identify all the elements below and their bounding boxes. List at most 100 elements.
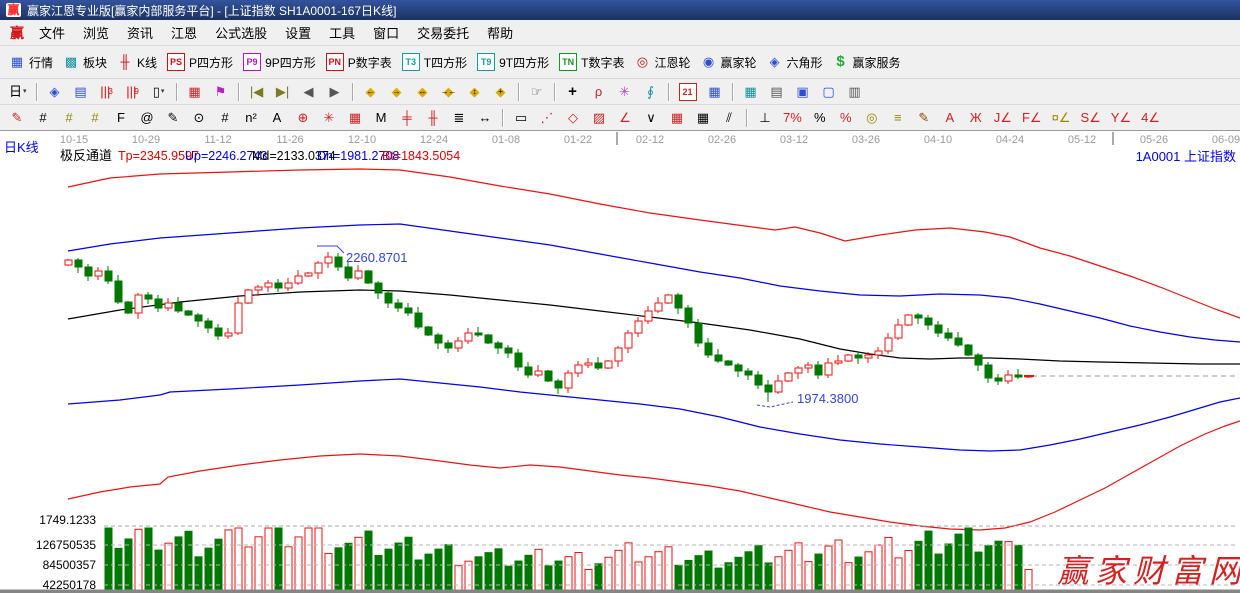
gold-grid-1-button[interactable]: # [56, 108, 82, 128]
calculator-button[interactable]: ▦ [702, 82, 728, 102]
gold-red-grid-button[interactable]: Ж [963, 108, 989, 128]
calculator-2-button[interactable]: ▦ [738, 82, 764, 102]
fan-lines-button[interactable]: ⋰ [534, 108, 560, 128]
nav-first-button[interactable]: |◀ [244, 82, 270, 102]
print-button[interactable]: ▥ [842, 82, 868, 102]
red-grid-2-button[interactable]: ▦ [664, 108, 690, 128]
percent-button[interactable]: % [807, 108, 833, 128]
gann-wheel-button[interactable]: ◎ 江恩轮 [629, 52, 695, 73]
menu-item-3[interactable]: 江恩 [162, 21, 206, 44]
gann-grid-button[interactable]: ▦ [182, 82, 208, 102]
hash-grid-button[interactable]: # [212, 108, 238, 128]
candle-body [114, 280, 123, 303]
calendar-21-button[interactable]: 21 [674, 81, 702, 103]
candle-pencil-button[interactable]: ✎ [911, 108, 937, 128]
f10-info-button[interactable]: ▤ [68, 82, 94, 102]
poly-grid-button[interactable]: ◇ [560, 108, 586, 128]
slash-lines-button[interactable]: ⫽ [716, 108, 742, 128]
rect-tool-button[interactable]: ▭ [508, 108, 534, 128]
gann-compress-button[interactable]: ◆ →← [436, 82, 462, 102]
angle-lines-button[interactable]: ∠ [612, 108, 638, 128]
red-bars-9-button[interactable]: ||| 9 [120, 82, 146, 102]
gold-grid-2-button[interactable]: # [82, 108, 108, 128]
red-grid-box-button[interactable]: ▦ [342, 108, 368, 128]
menu-item-2[interactable]: 资讯 [118, 21, 162, 44]
grid-ruler-button[interactable]: # [30, 108, 56, 128]
nav-last-button[interactable]: ▶| [270, 82, 296, 102]
crossed-grid-button[interactable]: ▨ [586, 108, 612, 128]
9t-square-button[interactable]: T9 9T四方形 [472, 51, 554, 73]
width-measure-button[interactable]: ↔ [472, 108, 498, 128]
a-net-button[interactable]: A [937, 108, 963, 128]
gold-lines-button[interactable]: ≡ [885, 108, 911, 128]
candle-style-button[interactable]: ▯ ▾ [146, 82, 172, 102]
9p-square-button[interactable]: P9 9P四方形 [238, 51, 321, 73]
f-angle-button[interactable]: F∠ [1017, 108, 1047, 128]
t-square-button[interactable]: T3 T四方形 [397, 51, 472, 73]
grid-3-button[interactable]: ▦ [690, 108, 716, 128]
notes-button[interactable]: ▤ [764, 82, 790, 102]
f-square-button[interactable]: F [108, 108, 134, 128]
menu-item-0[interactable]: 文件 [30, 21, 74, 44]
hexagon-button[interactable]: ◈ 六角形 [762, 52, 828, 73]
scale-ruler-button[interactable]: ≣ [446, 108, 472, 128]
menu-item-1[interactable]: 浏览 [74, 21, 118, 44]
gann-expand-button[interactable]: ◆ ↔ [410, 82, 436, 102]
winner-service-button[interactable]: $ 赢家服务 [828, 52, 906, 73]
save-button[interactable]: ▣ [790, 82, 816, 102]
title-bar[interactable]: 赢 赢家江恩专业版[赢家内部服务平台] - [上证指数 SH1A0001-167… [0, 0, 1240, 20]
menu-item-7[interactable]: 窗口 [364, 21, 408, 44]
menu-item-4[interactable]: 公式选股 [206, 21, 276, 44]
n-squared-button[interactable]: n² [238, 108, 264, 128]
red-web-button[interactable]: ✳ [316, 108, 342, 128]
spiral-button[interactable]: @ [134, 108, 160, 128]
hand-drag-button[interactable]: ☞ [524, 82, 550, 102]
red-target-button[interactable]: ⊕ [290, 108, 316, 128]
a-lines-button[interactable]: A [264, 108, 290, 128]
m-pattern-button[interactable]: M [368, 108, 394, 128]
pattern-tool-button[interactable]: ∮ [638, 82, 664, 102]
shen-angle-button[interactable]: S∠ [1075, 108, 1105, 128]
ying-angle-button[interactable]: Y∠ [1106, 108, 1136, 128]
j-angle-button[interactable]: J∠ [989, 108, 1017, 128]
gann-shift-right-button[interactable]: ◆ → [384, 82, 410, 102]
ying-grid-button[interactable]: ╫ [420, 108, 446, 128]
measure-tool-button[interactable]: ρ [586, 82, 612, 102]
pencil-black-button[interactable]: ✎ [160, 108, 186, 128]
t-number-table-button[interactable]: TN T数字表 [554, 51, 629, 73]
menu-item-9[interactable]: 帮助 [478, 21, 522, 44]
menu-item-8[interactable]: 交易委托 [408, 21, 478, 44]
winner-wheel-button[interactable]: ◉ 赢家轮 [695, 52, 761, 73]
percent-line-button[interactable]: % [833, 108, 859, 128]
color-flag-button[interactable]: ⚑ [208, 82, 234, 102]
flower-tool-button[interactable]: ✳ [612, 82, 638, 102]
v-lines-button[interactable]: ∨ [638, 108, 664, 128]
nav-next-button[interactable]: ▶ [322, 82, 348, 102]
p-square-button[interactable]: PS P四方形 [162, 51, 238, 73]
gold-circle-button[interactable]: ◎ [859, 108, 885, 128]
pencil-red-button[interactable]: ✎ [4, 108, 30, 128]
nav-prev-button[interactable]: ◀ [296, 82, 322, 102]
gold-angle-button[interactable]: ¤∠ [1047, 108, 1076, 128]
gann-all-button[interactable]: ◆ + [488, 82, 514, 102]
market-quotes-button[interactable]: ▦ 行情 [4, 52, 58, 73]
histogram-tool-button[interactable]: ⊥ [752, 108, 778, 128]
kline-button[interactable]: ╫ K线 [112, 52, 162, 73]
p-number-table-button[interactable]: PN P数字表 [321, 51, 397, 73]
percent-7-button[interactable]: 7% [778, 108, 807, 128]
chart-canvas[interactable]: 10-15 10-29 11-12 11-26 12-10 12-24 01-08 01-22… [0, 131, 1240, 593]
four-angle-button[interactable]: 4∠ [1136, 108, 1165, 128]
gann-shift-left-button[interactable]: ◆ ← [358, 82, 384, 102]
toolbar-separator [175, 82, 178, 101]
crosshair-button[interactable]: + [560, 82, 586, 102]
menu-item-5[interactable]: 设置 [276, 21, 320, 44]
period-day-button[interactable]: 日 ▾ [4, 82, 32, 102]
circle-tool-button[interactable]: ⊙ [186, 108, 212, 128]
screen-capture-button[interactable]: ▢ [816, 82, 842, 102]
gann-web-button[interactable]: ◈ [42, 82, 68, 102]
menu-item-6[interactable]: 工具 [320, 21, 364, 44]
shen-grid-button[interactable]: ╪ [394, 108, 420, 128]
sectors-button[interactable]: ▩ 板块 [58, 52, 112, 73]
red-bars-3-button[interactable]: ||| 3 [94, 82, 120, 102]
gann-fit-button[interactable]: ◆ ↕ [462, 82, 488, 102]
